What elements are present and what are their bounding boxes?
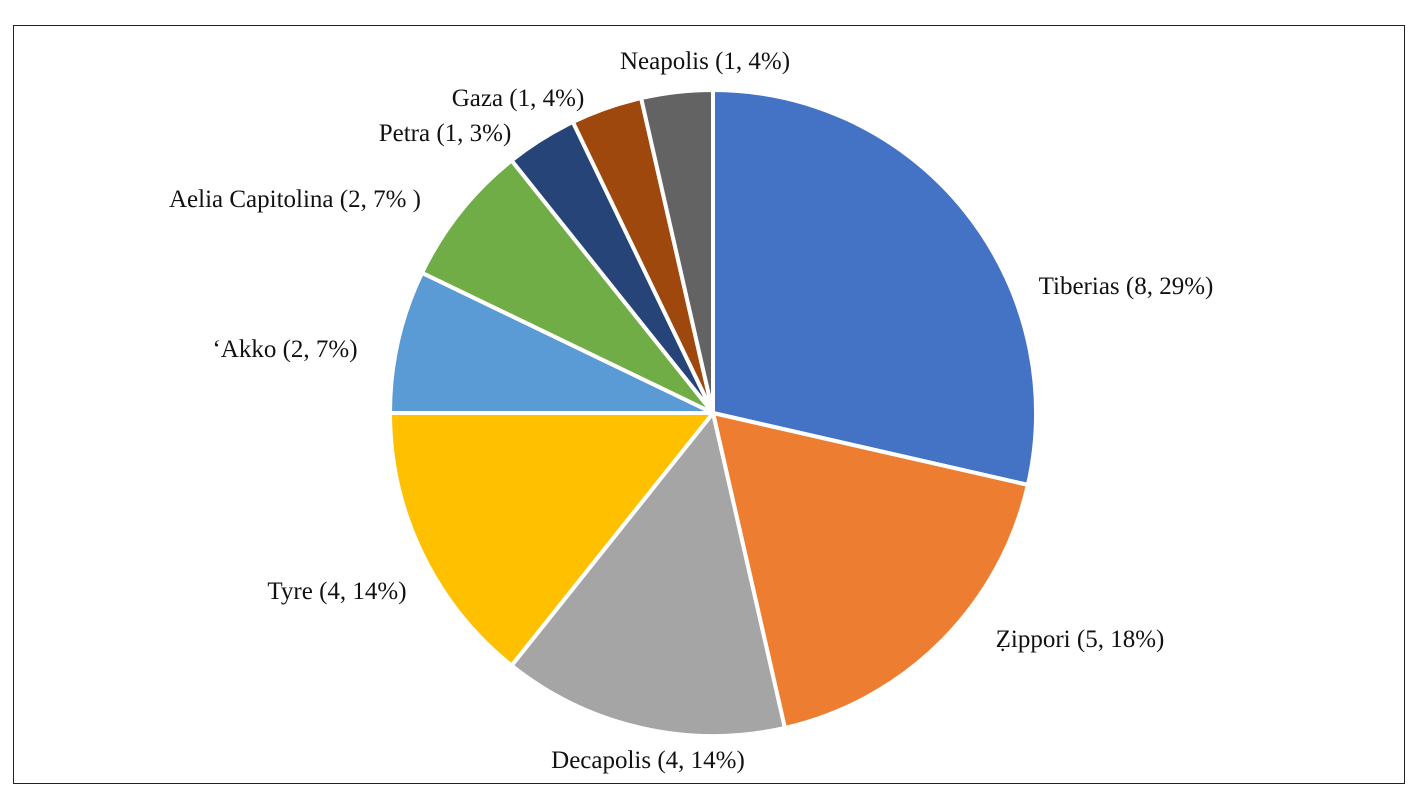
pie-labels: Tiberias (8, 29%) Ẓippori (5, 18%) Decapol… (169, 48, 1213, 774)
pie-slice-ippori (711, 411, 1030, 730)
slice-label-neapolis: Neapolis (1, 4%) (620, 48, 790, 75)
pie-slice-aelia-capitolina (419, 158, 715, 415)
pie-slices (388, 88, 1038, 738)
slice-label-petra: Petra (1, 3%) (379, 120, 512, 147)
pie-slice-neapolis (639, 88, 715, 415)
slice-label-ippori: Ẓippori (5, 18%) (996, 626, 1165, 653)
slice-label-akko: ‘Akko (2, 7%) (212, 336, 357, 363)
pie-slice-decapolis (509, 411, 787, 738)
slice-label-tyre: Tyre (4, 14%) (267, 578, 406, 605)
pie-slice-tyre (388, 411, 715, 668)
slice-label-aelia-capitolina: Aelia Capitolina (2, 7% ) (169, 186, 421, 213)
slice-label-gaza: Gaza (1, 4%) (452, 85, 585, 112)
slice-label-decapolis: Decapolis (4, 14%) (551, 747, 745, 774)
pie-slice-akko (388, 270, 715, 415)
pie-slice-tiberias (711, 88, 1038, 487)
slice-label-tiberias: Tiberias (8, 29%) (1039, 273, 1214, 300)
